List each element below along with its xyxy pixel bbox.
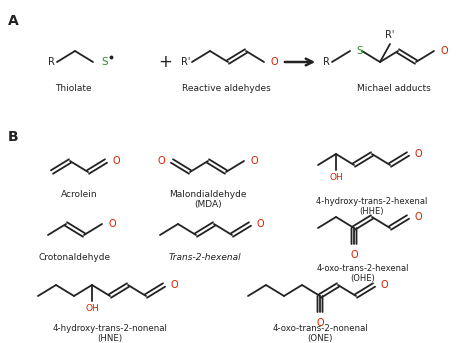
Text: OH: OH [329,173,343,182]
Text: R': R' [385,30,395,40]
Text: S: S [101,57,108,67]
Text: R': R' [181,57,190,67]
Text: R: R [323,57,330,67]
Text: Thiolate: Thiolate [55,84,91,93]
Text: O: O [381,280,389,290]
Text: OH: OH [85,304,99,313]
Text: A: A [8,14,19,28]
Text: S: S [356,46,363,56]
Text: O: O [251,156,259,166]
Text: O: O [271,57,279,67]
Text: 4-hydroxy-trans-2-nonenal
(HNE): 4-hydroxy-trans-2-nonenal (HNE) [53,324,167,343]
Text: O: O [171,280,179,290]
Text: 4-hydroxy-​trans-2-hexenal
(HHE): 4-hydroxy-​trans-2-hexenal (HHE) [316,197,428,216]
Text: Reactive aldehydes: Reactive aldehydes [182,84,270,93]
Text: O: O [157,156,165,166]
Text: O: O [113,156,120,166]
Text: O: O [415,149,423,159]
Text: +: + [158,53,172,71]
Text: O: O [257,219,264,229]
Text: Crotonaldehyde: Crotonaldehyde [39,253,111,262]
Text: O: O [109,219,117,229]
Text: Acrolein: Acrolein [61,190,97,199]
Text: 4-oxo-trans-2-hexenal
(OHE): 4-oxo-trans-2-hexenal (OHE) [317,264,409,283]
Text: Malondialdehyde
(MDA): Malondialdehyde (MDA) [169,190,247,209]
Text: 4-oxo-trans-2-nonenal
(ONE): 4-oxo-trans-2-nonenal (ONE) [272,324,368,343]
Text: O: O [441,46,448,56]
Text: O: O [316,318,324,328]
Text: R: R [48,57,55,67]
Text: Trans-2-hexenal: Trans-2-hexenal [169,253,241,262]
Text: O: O [350,250,358,260]
Text: Michael adducts: Michael adducts [357,84,431,93]
Text: O: O [415,212,423,222]
Text: B: B [8,130,18,144]
